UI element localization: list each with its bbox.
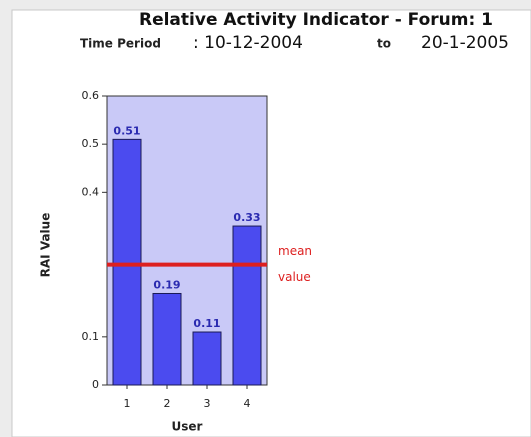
y-axis-label: RAI Value <box>39 213 53 278</box>
data-label: 0.19 <box>153 278 180 291</box>
subtitle-to: 20-1-2005 <box>421 33 509 53</box>
mean-label: value <box>278 270 311 284</box>
subtitle-from: : 10-12-2004 <box>193 33 303 53</box>
y-tick-label: 0.4 <box>82 185 100 198</box>
x-tick-label: 2 <box>164 397 171 410</box>
y-tick-label: 0.5 <box>82 137 100 150</box>
data-label: 0.33 <box>233 211 260 224</box>
panel <box>11 9 531 437</box>
bar <box>152 292 182 386</box>
x-axis-label: User <box>172 420 203 434</box>
bar <box>192 331 222 386</box>
y-tick-label: 0 <box>92 378 99 391</box>
y-tick-label: 0.6 <box>82 89 100 102</box>
data-label: 0.11 <box>193 317 220 330</box>
chart-title: Relative Activity Indicator - Forum: 1 <box>139 10 493 30</box>
y-tick-label: 0.1 <box>82 330 100 343</box>
bar <box>232 225 262 386</box>
subtitle-label: Time Period <box>80 37 161 51</box>
x-tick-label: 4 <box>244 397 251 410</box>
x-tick-label: 3 <box>204 397 211 410</box>
x-tick-label: 1 <box>124 397 131 410</box>
mean-label: mean <box>278 244 312 258</box>
data-label: 0.51 <box>113 124 140 137</box>
bar <box>112 138 142 386</box>
subtitle-joiner: to <box>377 37 391 51</box>
